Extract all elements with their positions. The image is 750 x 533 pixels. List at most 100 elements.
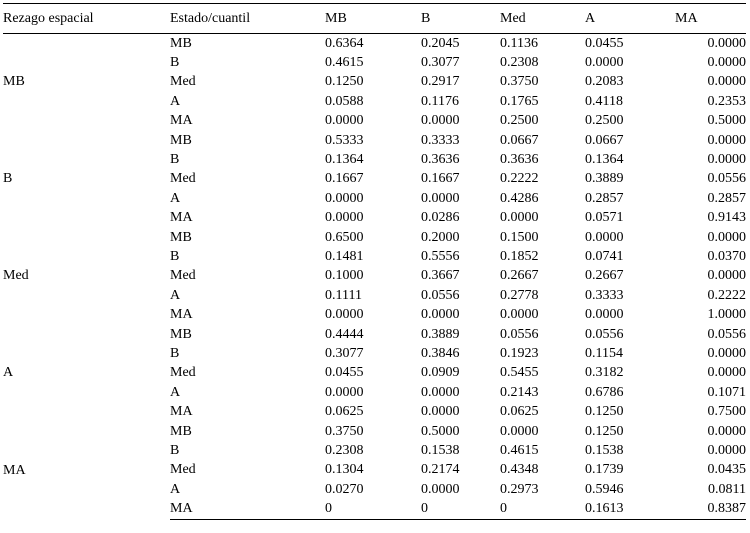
group-label-mb: MB (3, 74, 25, 90)
group-label-med: Med (3, 268, 29, 284)
value-cell: 0.0000 (421, 384, 460, 400)
row-label-mb: MB (170, 35, 192, 51)
value-cell: 0.1852 (500, 248, 539, 264)
table-row: B 0.4615 0.3077 0.2308 0.0000 0.0000 (3, 53, 746, 72)
value-cell: 0.1250 (325, 74, 364, 90)
table-row: MA 0.0000 0.0000 0.0000 0.0000 1.0000 (3, 305, 746, 324)
value-cell: 0.0000 (500, 307, 539, 323)
value-cell: 0.4444 (325, 326, 364, 342)
value-cell: 0.0588 (325, 93, 364, 109)
value-cell: 0.3889 (421, 326, 460, 342)
value-cell: 0.5333 (325, 132, 364, 148)
value-cell: 0.3182 (585, 365, 624, 381)
value-cell: 0.0741 (585, 248, 624, 264)
value-cell: 0.3333 (421, 132, 460, 148)
value-cell: 0.3750 (500, 74, 539, 90)
value-cell: 0.1111 (325, 287, 362, 303)
value-cell: 0.0000 (421, 190, 460, 206)
row-label-a: A (170, 93, 181, 109)
value-cell: 0.1364 (585, 152, 624, 168)
value-cell: 0.2857 (585, 190, 624, 206)
value-cell: 0.0000 (325, 190, 364, 206)
value-cell: 1.0000 (707, 307, 747, 323)
value-cell: 0.1538 (585, 442, 624, 458)
value-cell: 0.2308 (325, 442, 364, 458)
value-cell: 0.0000 (585, 229, 624, 245)
table-row: Med 0.1000 0.3667 0.2667 0.2667 0.0000 (3, 267, 746, 286)
col-header-estado-cuantil: Estado/cuantil (170, 3, 325, 34)
value-cell: 0.5000 (421, 423, 460, 439)
value-cell: 0.6364 (325, 35, 364, 51)
spatial-lag-transition-table: Rezago espacial Estado/cuantil MB B Med … (3, 3, 746, 520)
table-row: MA 0.0625 0.0000 0.0625 0.1250 0.7500 (3, 402, 746, 421)
value-cell: 0.0556 (585, 326, 624, 342)
table-row: MA 0.0000 0.0286 0.0000 0.0571 0.9143 (3, 209, 746, 228)
row-label-med: Med (170, 268, 196, 284)
row-label-ma: MA (170, 113, 193, 129)
table-row: B MB 0.5333 0.3333 0.0667 0.0667 0.0000 (3, 131, 746, 187)
value-cell: 0.0000 (707, 268, 747, 284)
value-cell: 0.1154 (585, 345, 623, 361)
value-cell: 0.6500 (325, 229, 364, 245)
value-cell: 0.0000 (421, 481, 460, 497)
row-label-mb: MB (170, 423, 192, 439)
value-cell: 0.2667 (500, 268, 539, 284)
row-label-ma: MA (170, 404, 193, 420)
row-label-mb: MB (170, 229, 192, 245)
row-label-med: Med (170, 74, 196, 90)
value-cell: 0.2308 (500, 55, 539, 71)
group-label-a: A (3, 365, 14, 381)
value-cell: 0.3667 (421, 268, 460, 284)
value-cell: 0.0667 (500, 132, 539, 148)
value-cell: 0.0000 (707, 345, 747, 361)
row-label-mb: MB (170, 132, 192, 148)
row-label-ma: MA (170, 210, 193, 226)
value-cell: 0.0000 (421, 307, 460, 323)
table-row: A 0.0270 0.0000 0.2973 0.5946 0.0811 (3, 480, 746, 499)
row-label-med: Med (170, 171, 196, 187)
value-cell: 0.3889 (585, 171, 624, 187)
value-cell: 0.1667 (421, 171, 460, 187)
value-cell: 0.4348 (500, 462, 539, 478)
row-label-a: A (170, 190, 181, 206)
value-cell: 0.2143 (500, 384, 539, 400)
table-row: Med 0.0455 0.0909 0.5455 0.3182 0.0000 (3, 364, 746, 383)
row-label-b: B (170, 442, 180, 458)
value-cell: 0.3636 (421, 152, 460, 168)
value-cell: 0.1739 (585, 462, 624, 478)
value-cell: 0.1765 (500, 93, 539, 109)
table-row: B 0.3077 0.3846 0.1923 0.1154 0.0000 (3, 344, 746, 363)
value-cell: 0.4286 (500, 190, 539, 206)
table-row: B 0.1364 0.3636 0.3636 0.1364 0.0000 (3, 150, 746, 169)
value-cell: 0.0625 (500, 404, 539, 420)
value-cell: 0.2500 (585, 113, 624, 129)
group-label-b: B (3, 171, 13, 187)
group-label-ma: MA (3, 462, 26, 478)
table-row: MA MB 0.3750 0.5000 0.0000 0.1250 0.0000 (3, 422, 746, 478)
value-cell: 0.0455 (325, 365, 364, 381)
value-cell: 0 (500, 499, 585, 520)
value-cell: 0.5000 (707, 113, 747, 129)
value-cell: 0.5946 (585, 481, 624, 497)
value-cell: 0.2917 (421, 74, 460, 90)
col-header-b: B (421, 3, 500, 34)
value-cell: 0.0811 (708, 481, 746, 497)
value-cell: 0.0000 (707, 365, 747, 381)
value-cell: 0.4118 (585, 93, 623, 109)
value-cell: 0.2045 (421, 35, 460, 51)
value-cell: 0.1250 (585, 423, 624, 439)
table-row: MA 0 0 0 0.1613 0.8387 (3, 499, 746, 520)
value-cell: 0.0286 (421, 210, 460, 226)
table-row: A 0.0588 0.1176 0.1765 0.4118 0.2353 (3, 92, 746, 111)
value-cell: 0.2500 (500, 113, 539, 129)
value-cell: 0.3077 (325, 345, 364, 361)
value-cell: 0.2667 (585, 268, 624, 284)
value-cell: 0.2222 (500, 171, 539, 187)
value-cell: 0.2857 (707, 190, 747, 206)
value-cell: 0.4615 (325, 55, 364, 71)
value-cell: 0.1071 (707, 384, 747, 400)
value-cell: 0.0435 (707, 462, 747, 478)
value-cell: 0.3333 (585, 287, 624, 303)
value-cell: 0.1613 (585, 499, 675, 520)
value-cell: 0.0000 (707, 35, 747, 51)
